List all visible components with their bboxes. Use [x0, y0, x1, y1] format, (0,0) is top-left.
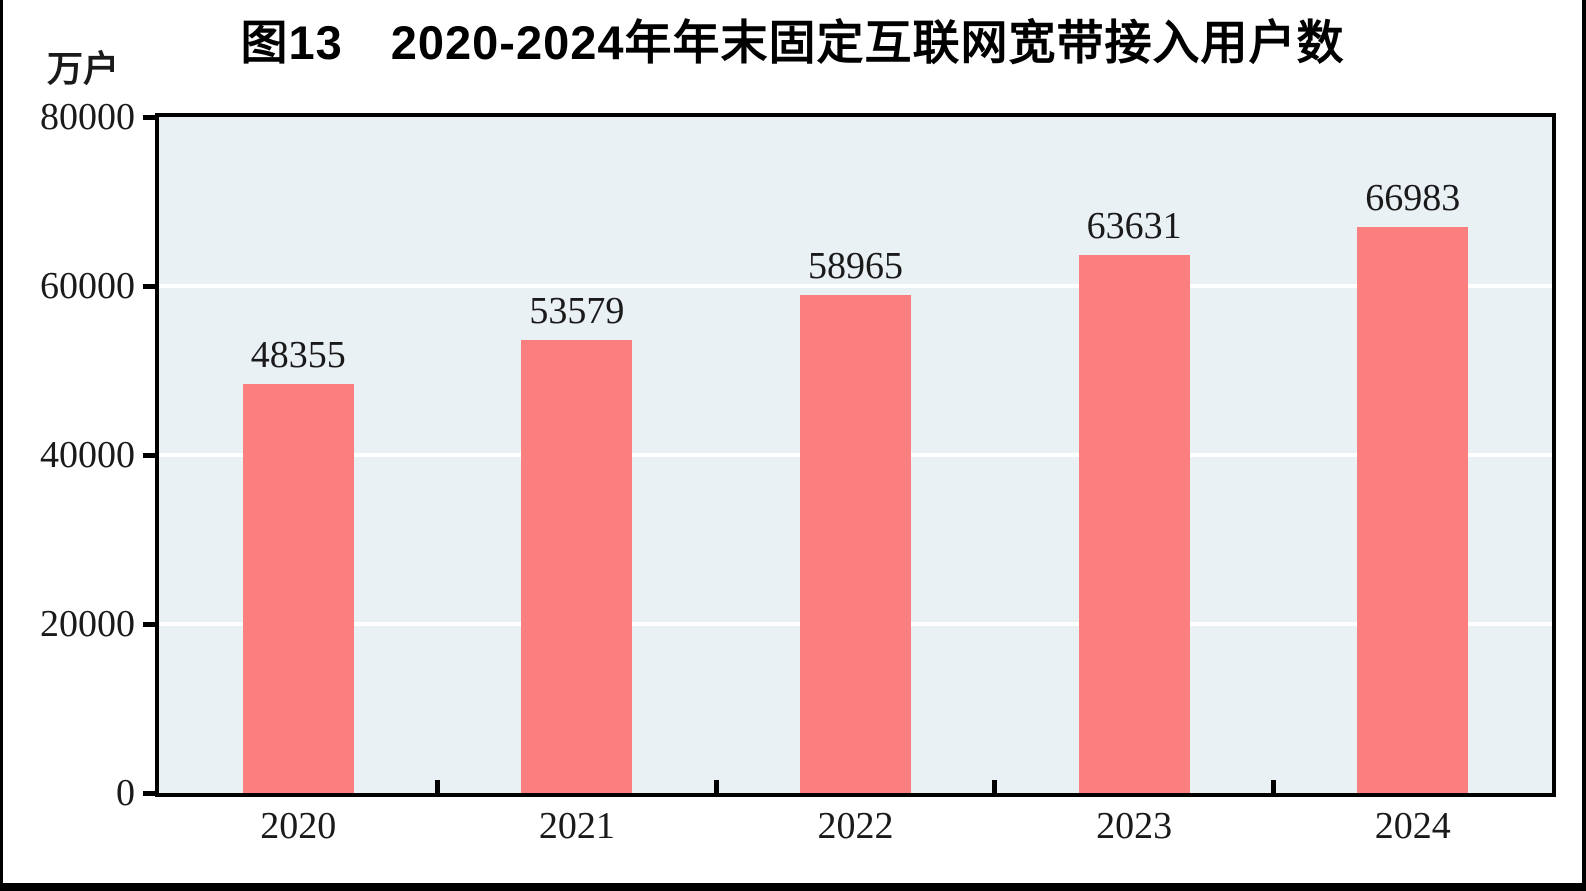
bar-2023	[1078, 255, 1190, 793]
bar-2024	[1357, 227, 1469, 793]
x-axis-label-2021: 2021	[538, 805, 615, 847]
bar-2020	[242, 384, 354, 793]
y-axis-tick-label: 20000	[40, 603, 135, 645]
y-axis-tick-label: 60000	[40, 265, 135, 307]
bar-value-label-2022: 58965	[808, 244, 903, 287]
y-axis-tick-20000	[143, 621, 155, 627]
x-axis-label-2024: 2024	[1374, 805, 1451, 847]
y-axis-unit-label: 万户	[47, 48, 120, 89]
x-axis-tick-3	[992, 780, 998, 793]
plot-area: 48355 53579 58965 63631 66983	[155, 113, 1556, 797]
bar-2022	[800, 294, 911, 793]
bar-value-label-2020: 48355	[250, 334, 346, 377]
y-axis-tick-40000	[143, 452, 155, 458]
x-axis-tick-4	[1270, 780, 1276, 793]
y-axis-tick-80000	[143, 114, 155, 120]
x-axis-label-2023: 2023	[1096, 805, 1173, 847]
gridline-60000	[159, 284, 1552, 288]
bar-value-label-2023: 63631	[1086, 205, 1182, 248]
x-axis-tick-2	[713, 780, 719, 793]
x-axis-label-2022: 2022	[817, 805, 894, 847]
chart-title: 图13 2020-2024年年末固定互联网宽带接入用户数	[240, 16, 1345, 69]
y-axis-tick-label: 0	[116, 772, 135, 814]
y-axis-tick-0	[143, 790, 155, 796]
bar-value-label-2021: 53579	[529, 290, 625, 333]
bar-value-label-2024: 66983	[1365, 177, 1461, 219]
y-axis-tick-60000	[143, 283, 155, 289]
y-axis-tick-label: 80000	[40, 96, 135, 138]
y-axis-tick-label: 40000	[40, 434, 135, 476]
x-axis-label-2020: 2020	[260, 805, 337, 847]
x-axis-tick-1	[435, 780, 441, 793]
bar-2021	[521, 340, 633, 793]
